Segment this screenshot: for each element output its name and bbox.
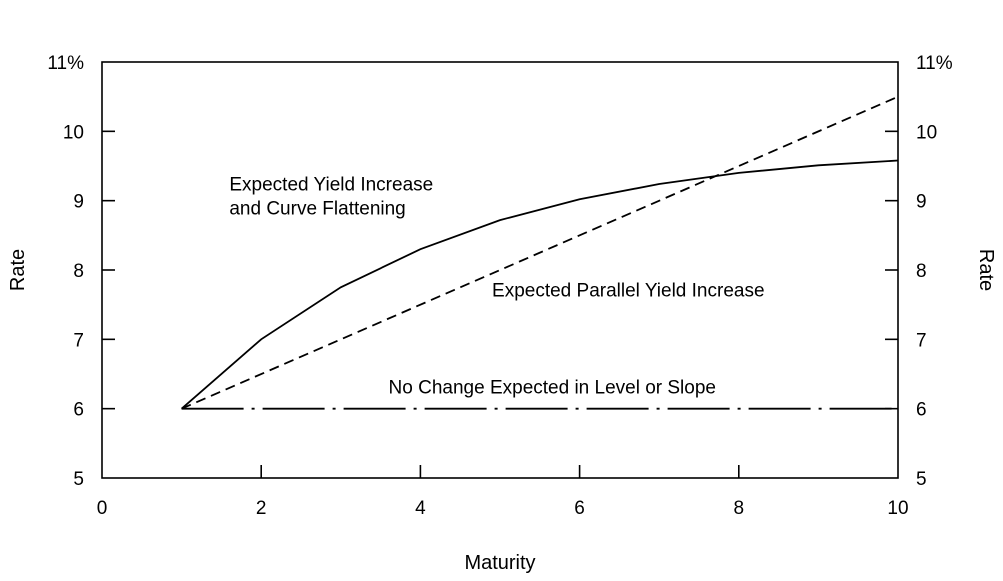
y-tick-label-left: 8	[73, 261, 84, 282]
x-axis-title: Maturity	[464, 552, 535, 574]
y-tick-label-left: 9	[73, 192, 84, 213]
y-tick-label-right: 10	[916, 122, 937, 143]
annotation-flattening-line1: Expected Yield Increase	[229, 174, 433, 195]
y-axis-title-right: Rate	[975, 249, 997, 291]
series-lines	[181, 95, 899, 410]
x-tick-label: 8	[734, 498, 745, 519]
y-tick-label-left: 7	[73, 330, 84, 351]
y-tick-label-right: 6	[916, 400, 927, 421]
x-tick-label: 2	[256, 498, 267, 519]
tick-labels: 0 2 4 6 8 10 5 6 7 8 9 10 11% 5 6 7 8 9 10 11%	[47, 53, 952, 519]
parallel-increase-line	[181, 95, 899, 410]
y-tick-label-right: 9	[916, 192, 927, 213]
y-tick-label-left: 11%	[47, 53, 84, 74]
annotations: Expected Yield Increase and Curve Flatten…	[229, 174, 764, 398]
plot-frame	[101, 61, 899, 479]
axis-ticks	[102, 130, 898, 478]
x-tick-label: 10	[887, 498, 908, 519]
y-tick-label-right: 8	[916, 261, 927, 282]
y-tick-label-left: 6	[73, 400, 84, 421]
annotation-no-change: No Change Expected in Level or Slope	[389, 377, 716, 398]
annotation-flattening-line2: and Curve Flattening	[229, 199, 405, 220]
y-tick-label-right: 7	[916, 330, 927, 351]
x-tick-label: 6	[574, 498, 585, 519]
y-tick-label-right: 11%	[916, 53, 953, 74]
x-tick-label: 4	[415, 498, 426, 519]
annotation-parallel: Expected Parallel Yield Increase	[492, 280, 765, 301]
y-tick-label-right: 5	[916, 469, 927, 490]
curve-flattening-line	[181, 159, 899, 410]
x-tick-label: 0	[97, 498, 108, 519]
y-tick-label-left: 5	[73, 469, 84, 490]
y-axis-title-left: Rate	[7, 249, 29, 291]
y-tick-label-left: 10	[63, 122, 84, 143]
